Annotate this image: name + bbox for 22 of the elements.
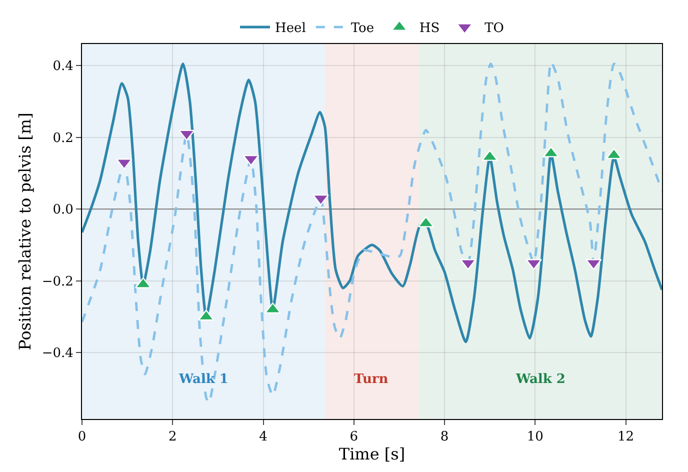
y-tick-label: 0.2 <box>52 130 74 146</box>
legend-label: Heel <box>275 21 306 36</box>
x-tick-label: 0 <box>78 430 86 445</box>
y-tick-label: 0.0 <box>52 202 74 218</box>
x-tick-label: 2 <box>168 430 177 445</box>
y-tick-label: 0.4 <box>52 59 74 74</box>
x-tick-label: 8 <box>440 430 449 445</box>
line-series <box>82 62 662 344</box>
y-tick-label: −0.2 <box>42 274 74 290</box>
x-tick-label: 6 <box>350 430 358 445</box>
x-tick-label: 12 <box>617 430 634 445</box>
y-tick-label: −0.4 <box>42 346 74 362</box>
legend-label: Toe <box>350 21 374 36</box>
x-axis-title: Time [s] <box>338 444 406 464</box>
band-label: Walk 2 <box>515 372 566 387</box>
legend-label: TO <box>484 21 504 36</box>
y-axis-title: Position relative to pelvis [m] <box>16 112 35 350</box>
band-label: Turn <box>354 372 389 387</box>
legend-label: HS <box>419 21 440 36</box>
x-tick-label: 10 <box>526 430 544 445</box>
x-tick-label: 4 <box>259 430 268 445</box>
band-label: Walk 1 <box>178 372 228 387</box>
